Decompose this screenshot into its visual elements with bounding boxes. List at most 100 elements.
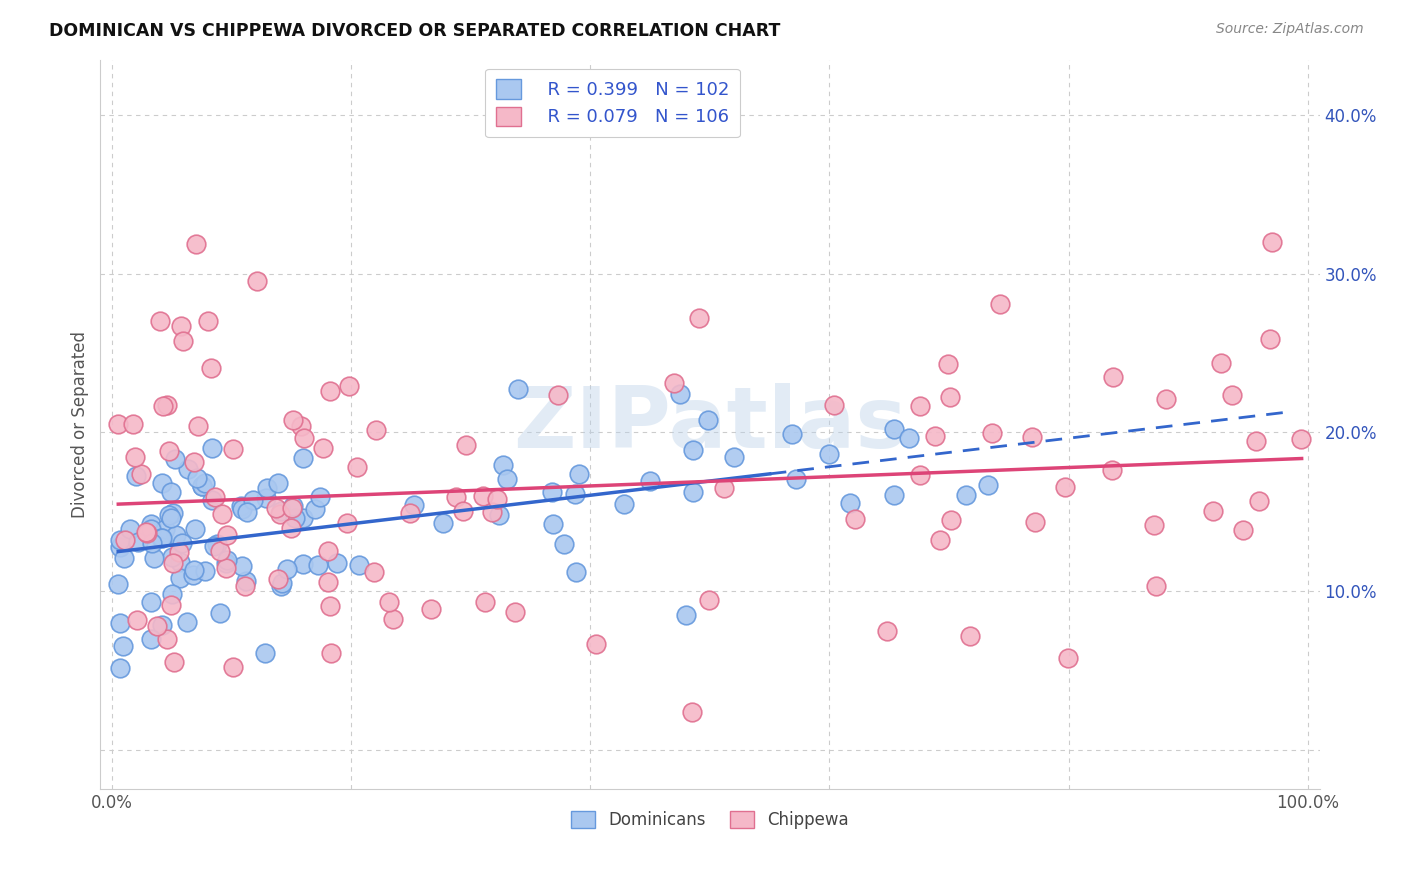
Text: DOMINICAN VS CHIPPEWA DIVORCED OR SEPARATED CORRELATION CHART: DOMINICAN VS CHIPPEWA DIVORCED OR SEPARA…	[49, 22, 780, 40]
Point	[231, 501, 253, 516]
Point	[246, 274, 269, 288]
Point	[1057, 651, 1080, 665]
Point	[381, 612, 404, 626]
Point	[283, 500, 305, 514]
Point	[170, 319, 193, 334]
Point	[208, 606, 231, 620]
Point	[844, 512, 866, 526]
Point	[215, 556, 238, 570]
Point	[276, 562, 298, 576]
Point	[156, 632, 179, 646]
Point	[135, 524, 157, 539]
Point	[1261, 235, 1284, 249]
Point	[823, 398, 845, 412]
Point	[307, 558, 329, 573]
Point	[364, 423, 387, 437]
Legend: Dominicans, Chippewa: Dominicans, Chippewa	[565, 804, 855, 836]
Point	[897, 431, 920, 445]
Point	[256, 481, 278, 495]
Point	[159, 484, 181, 499]
Point	[181, 567, 204, 582]
Point	[291, 557, 314, 571]
Point	[141, 516, 163, 531]
Point	[346, 460, 368, 475]
Point	[955, 488, 977, 502]
Point	[292, 431, 315, 445]
Point	[271, 575, 294, 590]
Text: ZIPatlas: ZIPatlas	[513, 383, 907, 466]
Point	[682, 485, 704, 500]
Point	[662, 376, 685, 390]
Point	[292, 450, 315, 465]
Point	[201, 493, 224, 508]
Point	[1209, 356, 1232, 370]
Point	[492, 458, 515, 472]
Point	[142, 550, 165, 565]
Point	[211, 507, 233, 521]
Point	[1201, 504, 1223, 518]
Point	[283, 413, 305, 427]
Point	[444, 490, 467, 504]
Point	[959, 629, 981, 643]
Point	[988, 297, 1011, 311]
Point	[233, 578, 256, 592]
Point	[337, 379, 360, 393]
Point	[432, 516, 454, 530]
Point	[267, 475, 290, 490]
Point	[908, 399, 931, 413]
Point	[284, 511, 307, 525]
Point	[1232, 523, 1254, 537]
Point	[402, 498, 425, 512]
Point	[553, 537, 575, 551]
Point	[1144, 579, 1167, 593]
Point	[508, 382, 530, 396]
Point	[420, 601, 443, 615]
Point	[150, 531, 173, 545]
Point	[107, 577, 129, 591]
Point	[488, 508, 510, 523]
Point	[1024, 515, 1046, 529]
Point	[183, 563, 205, 577]
Point	[471, 489, 494, 503]
Point	[290, 419, 312, 434]
Point	[200, 361, 222, 376]
Point	[312, 441, 335, 455]
Point	[1289, 432, 1312, 446]
Point	[928, 533, 950, 547]
Point	[254, 491, 277, 506]
Point	[157, 508, 180, 522]
Point	[125, 614, 148, 628]
Point	[217, 553, 239, 567]
Point	[236, 505, 259, 519]
Point	[1101, 463, 1123, 477]
Point	[1143, 517, 1166, 532]
Point	[183, 455, 205, 469]
Point	[125, 469, 148, 483]
Point	[160, 550, 183, 565]
Point	[162, 506, 184, 520]
Point	[235, 574, 257, 589]
Point	[200, 442, 222, 456]
Point	[399, 506, 422, 520]
Point	[222, 442, 245, 457]
Point	[194, 564, 217, 578]
Point	[451, 504, 474, 518]
Point	[1249, 494, 1271, 508]
Point	[269, 508, 291, 522]
Point	[141, 522, 163, 536]
Point	[681, 705, 703, 719]
Point	[682, 443, 704, 458]
Point	[1244, 434, 1267, 448]
Point	[1154, 392, 1177, 406]
Point	[112, 550, 135, 565]
Point	[186, 470, 208, 484]
Point	[309, 490, 332, 504]
Point	[118, 522, 141, 536]
Point	[197, 314, 219, 328]
Point	[139, 595, 162, 609]
Point	[883, 422, 905, 436]
Point	[785, 472, 807, 486]
Point	[253, 646, 276, 660]
Point	[1220, 388, 1243, 402]
Point	[270, 504, 292, 518]
